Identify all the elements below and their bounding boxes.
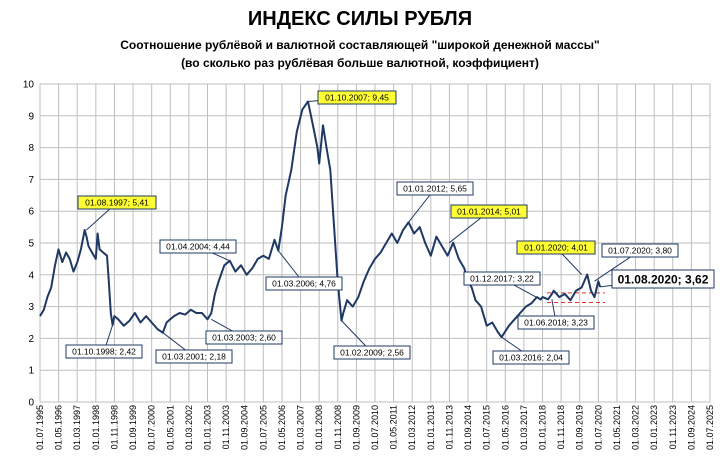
annotation-box [265,276,343,291]
x-tick-label: 01.03.2002 [184,405,194,450]
x-tick-label: 01.01.1998 [91,405,101,450]
chart-subtitle-note: (во сколько раз рублёвая больше валютной… [181,56,539,70]
annotation-box [517,315,595,330]
x-tick-label: 01.11.2013 [444,405,454,449]
y-tick-label: 0 [28,398,34,409]
annotation-label: 01.03.2006; 4,76 [272,279,336,289]
x-tick-label: 01.09.2004 [240,405,250,450]
x-tick-label: 01.01.2018 [538,405,548,450]
annotation-label: 01.02.2009; 2,56 [340,348,404,358]
x-tick-label: 01.07.2020 [593,405,603,450]
y-tick-label: 10 [23,80,35,91]
annotation-label: 01.03.2001; 2,18 [162,352,226,362]
annotation-label: 01.01.2014; 5,01 [457,207,521,217]
x-tick-label: 01.07.2015 [482,405,492,450]
x-tick-label: 01.03.2022 [631,405,641,450]
x-tick-label: 01.05.2016 [500,405,510,450]
x-tick-label: 01.01.2003 [203,405,213,450]
x-tick-label: 01.09.2014 [463,405,473,450]
chart-subtitle: Соотношение рублёвой и валютной составля… [120,38,600,52]
annotation-label: 01.03.2003; 2,60 [212,333,276,343]
x-tick-label: 01.05.2011 [389,405,399,449]
annotation-box [463,271,541,286]
x-tick-label: 01.03.1997 [72,405,82,450]
y-tick-label: 2 [28,334,34,345]
annotation-label: 01.07.2020; 3,80 [608,246,672,256]
x-tick-label: 01.01.2023 [649,405,659,450]
annotation-label: 01.06.2018; 3,23 [524,318,588,328]
annotation-label: 01.12.2017; 3,22 [470,274,534,284]
annotation-box [396,181,474,196]
annotation-label: 01.10.2007; 9,45 [325,93,389,103]
y-tick-label: 4 [28,270,34,281]
annotation-box [611,269,715,289]
annotation-box [65,344,143,359]
annotation-box [159,239,237,254]
annotation-box [155,349,233,364]
x-tick-label: 01.07.2025 [705,405,715,450]
x-tick-label: 01.03.2017 [519,405,529,450]
x-tick-label: 01.07.1995 [35,405,45,450]
annotation-box [601,243,679,258]
x-tick-label: 01.01.2008 [314,405,324,450]
y-tick-label: 3 [28,302,34,313]
annotation-box [317,90,397,105]
x-tick-label: 01.11.2008 [333,405,343,449]
y-tick-label: 7 [28,175,34,186]
annotation-label: 01.10.1998; 2,42 [72,347,136,357]
annotation-label: 01.04.2004; 4,44 [166,242,230,252]
annotation-label: 01.08.2020; 3,62 [618,273,709,287]
annotation-box [492,350,570,365]
y-tick-label: 1 [28,366,34,377]
y-tick-label: 9 [28,111,34,122]
x-tick-label: 01.09.2009 [351,405,361,450]
x-tick-label: 01.03.2012 [407,405,417,450]
x-tick-label: 01.11.1998 [109,405,119,449]
y-tick-label: 8 [28,143,34,154]
x-tick-label: 01.05.2006 [277,405,287,450]
x-tick-label: 01.09.2024 [686,405,696,450]
x-tick-label: 01.05.2001 [165,405,175,450]
chart-title: ИНДЕКС СИЛЫ РУБЛЯ [247,8,473,30]
y-tick-label: 6 [28,207,34,218]
x-tick-label: 01.01.2013 [426,405,436,450]
x-tick-label: 01.07.2010 [370,405,380,450]
x-tick-label: 01.05.2021 [612,405,622,450]
x-tick-label: 01.05.1996 [54,405,64,450]
x-tick-label: 01.09.2019 [575,405,585,450]
annotation-label: 01.08.1997; 5,41 [85,198,149,208]
annotation-label: 01.03.2016; 2,04 [499,353,563,363]
annotation-box [516,240,596,255]
annotation-box [205,330,283,345]
y-tick-label: 5 [28,239,34,250]
annotation-box [333,345,411,360]
x-tick-label: 01.11.2018 [556,405,566,449]
series-line [39,100,602,339]
x-tick-label: 01.03.2007 [296,405,306,450]
annotation-box [450,204,528,219]
annotation-label: 01.01.2012; 5,65 [403,184,467,194]
x-tick-label: 01.11.2023 [668,405,678,449]
annotation-box [77,195,157,210]
x-tick-label: 01.09.1999 [128,405,138,450]
annotation-label: 01.01.2020; 4,01 [524,243,588,253]
x-tick-label: 01.07.2000 [147,405,157,450]
x-tick-label: 01.11.2003 [221,405,231,449]
x-tick-label: 01.07.2005 [258,405,268,450]
